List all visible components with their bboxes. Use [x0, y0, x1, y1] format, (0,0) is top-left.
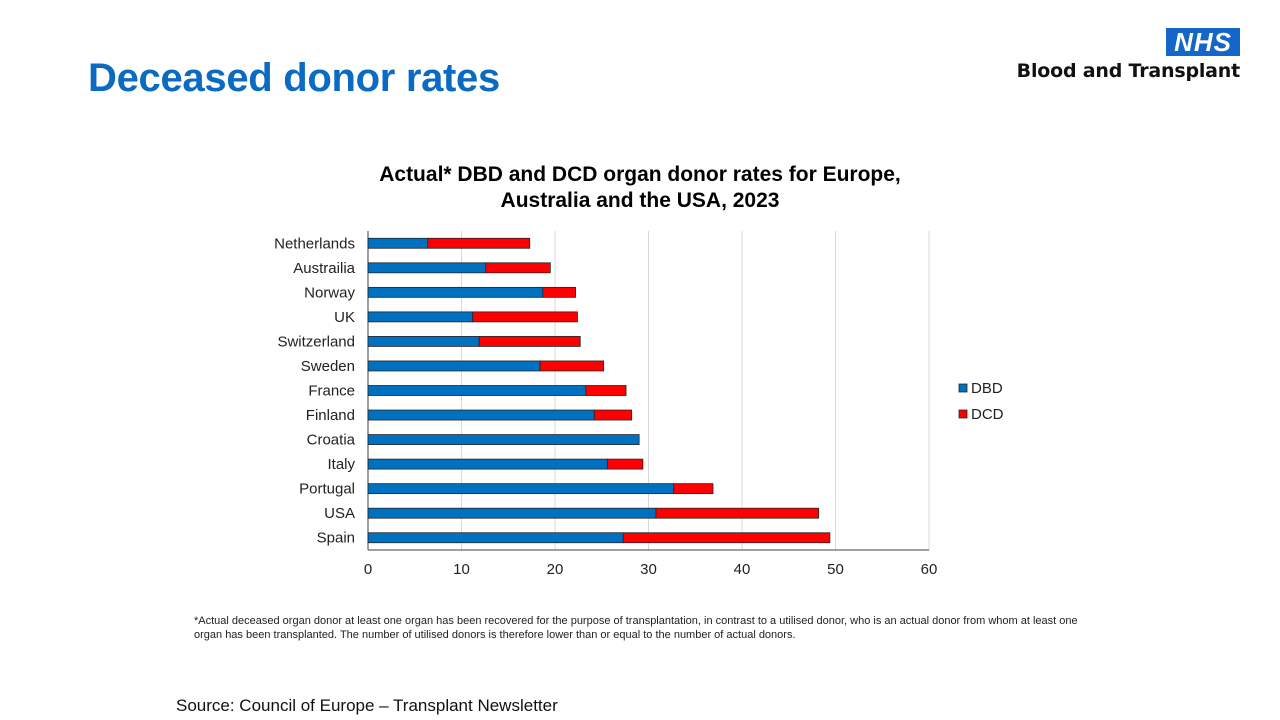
x-tick-label: 10 — [453, 561, 470, 578]
bar-dbd — [367, 385, 587, 396]
bar-dcd — [542, 286, 576, 298]
category-label: Spain — [317, 530, 355, 547]
bar-dcd — [427, 237, 531, 249]
legend-swatch-dcd — [958, 409, 968, 419]
x-tick-label: 20 — [547, 561, 564, 578]
bar-dbd — [367, 336, 480, 347]
x-tick-label: 50 — [827, 561, 844, 578]
bar-dbd — [367, 311, 474, 323]
bar-dbd — [367, 507, 657, 519]
bar-dcd — [472, 311, 578, 323]
bar-dbd — [367, 434, 640, 445]
bar-dbd — [367, 360, 541, 372]
category-label: Sweden — [301, 358, 355, 375]
bar-dbd — [367, 532, 624, 544]
bar-dcd — [673, 483, 714, 495]
nhs-badge: NHS — [1166, 28, 1240, 56]
category-label: Norway — [304, 284, 355, 301]
bar-dbd — [367, 286, 544, 298]
bar-dcd — [622, 532, 831, 544]
x-tick-label: 0 — [364, 561, 372, 578]
bar-dcd — [585, 385, 627, 396]
x-tick-label: 30 — [640, 561, 657, 578]
bar-dbd — [367, 262, 487, 274]
bar-dbd — [367, 237, 429, 249]
legend-label-dbd: DBD — [971, 380, 1003, 397]
bar-dbd — [367, 458, 608, 470]
footnote: *Actual deceased organ donor at least on… — [194, 615, 1078, 641]
category-label: Netherlands — [274, 235, 355, 252]
bar-dcd — [478, 336, 581, 347]
source-note: Source: Council of Europe – Transplant N… — [176, 696, 558, 715]
logo-text: Blood and Transplant — [1016, 60, 1241, 82]
bar-dcd — [539, 360, 605, 372]
chart-title-line-2: Australia and the USA, 2023 — [500, 189, 780, 212]
category-label: UK — [334, 309, 355, 326]
bar-dcd — [606, 458, 644, 470]
category-label: Italy — [327, 456, 355, 473]
category-label: USA — [324, 505, 355, 522]
x-tick-label: 40 — [734, 561, 751, 578]
legend-label-dcd: DCD — [971, 406, 1004, 423]
category-label: Austrailia — [293, 260, 355, 277]
category-label: Finland — [306, 407, 355, 424]
x-tick-label: 60 — [921, 561, 938, 578]
bar-dcd — [485, 262, 551, 274]
page-title: Deceased donor rates — [88, 56, 500, 100]
chart-title-line-1: Actual* DBD and DCD organ donor rates fo… — [379, 163, 901, 186]
category-label: France — [308, 383, 355, 400]
bar-dcd — [593, 409, 633, 421]
category-label: Switzerland — [277, 333, 355, 350]
category-label: Portugal — [299, 481, 355, 498]
bar-dcd — [655, 507, 820, 519]
bar-dbd — [367, 483, 675, 495]
chart-title: Actual* DBD and DCD organ donor rates fo… — [290, 162, 990, 214]
nhs-logo: NHS Blood and Transplant — [1017, 28, 1240, 82]
bar-dbd — [367, 409, 595, 421]
category-label: Croatia — [307, 432, 356, 449]
legend-swatch-dbd — [958, 383, 968, 393]
